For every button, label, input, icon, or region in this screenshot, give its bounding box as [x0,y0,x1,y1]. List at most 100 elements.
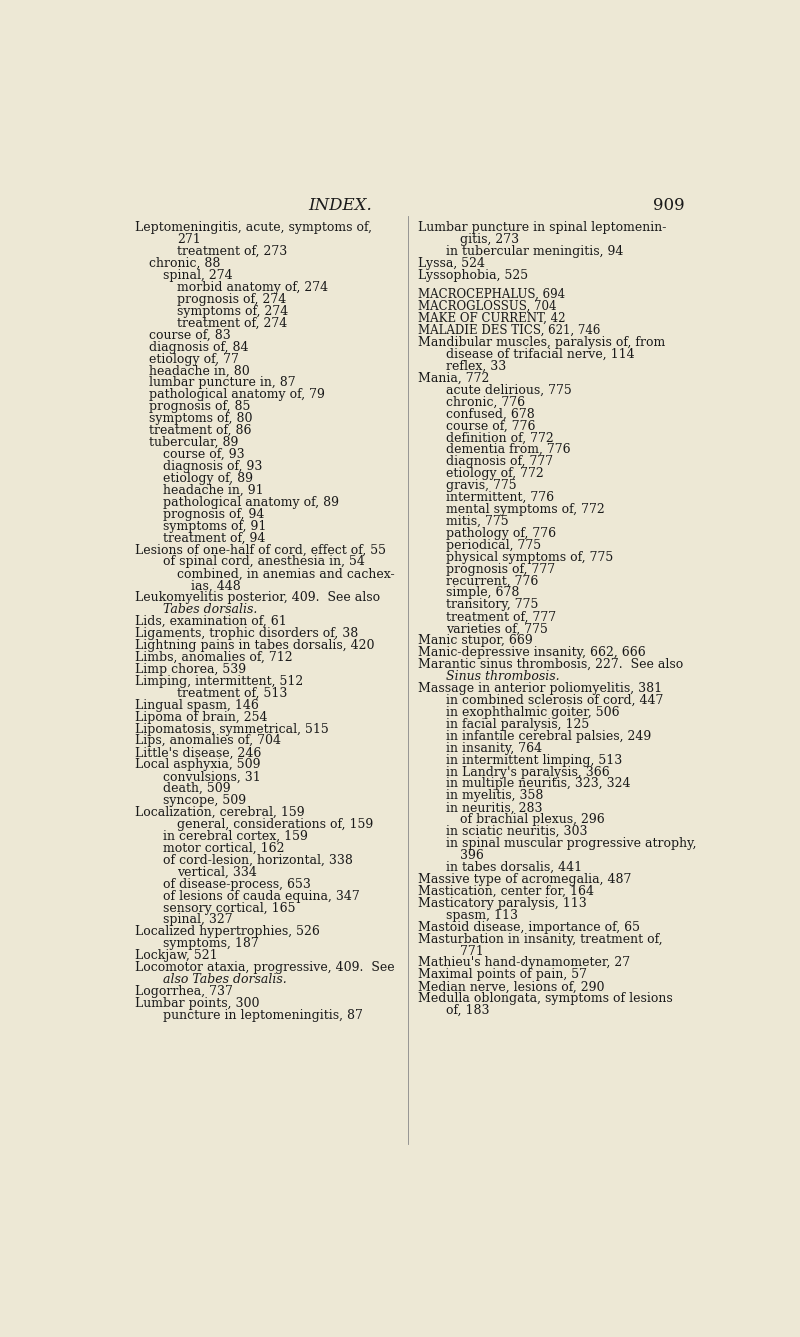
Text: treatment of, 273: treatment of, 273 [177,245,287,258]
Text: 909: 909 [654,197,685,214]
Text: Localization, cerebral, 159: Localization, cerebral, 159 [135,806,305,820]
Text: gitis, 273: gitis, 273 [459,233,518,246]
Text: syncope, 509: syncope, 509 [162,794,246,808]
Text: Logorrhea, 737: Logorrhea, 737 [135,985,233,999]
Text: definition of, 772: definition of, 772 [446,432,554,444]
Text: Ligaments, trophic disorders of, 38: Ligaments, trophic disorders of, 38 [135,627,358,640]
Text: Lockjaw, 521: Lockjaw, 521 [135,949,218,963]
Text: Mathieu's hand-dynamometer, 27: Mathieu's hand-dynamometer, 27 [418,956,630,969]
Text: Leukomyelitis posterior, 409.  See also: Leukomyelitis posterior, 409. See also [135,591,380,604]
Text: 771: 771 [459,944,483,957]
Text: convulsions, 31: convulsions, 31 [162,770,261,783]
Text: in infantile cerebral palsies, 249: in infantile cerebral palsies, 249 [446,730,651,742]
Text: physical symptoms of, 775: physical symptoms of, 775 [446,551,613,564]
Text: chronic, 88: chronic, 88 [149,257,220,270]
Text: Leptomeningitis, acute, symptoms of,: Leptomeningitis, acute, symptoms of, [135,221,372,234]
Text: headache in, 91: headache in, 91 [162,484,263,497]
Text: in combined sclerosis of cord, 447: in combined sclerosis of cord, 447 [446,694,663,707]
Text: Marantic sinus thrombosis, 227.  See also: Marantic sinus thrombosis, 227. See also [418,658,683,671]
Text: in neuritis, 283: in neuritis, 283 [446,801,542,814]
Text: tubercular, 89: tubercular, 89 [149,436,238,449]
Text: in myelitis, 358: in myelitis, 358 [446,789,543,802]
Text: etiology of, 772: etiology of, 772 [446,467,543,480]
Text: simple, 678: simple, 678 [446,587,519,599]
Text: mental symptoms of, 772: mental symptoms of, 772 [446,503,605,516]
Text: intermittent, 776: intermittent, 776 [446,491,554,504]
Text: Lids, examination of, 61: Lids, examination of, 61 [135,615,286,628]
Text: in Landry's paralysis, 366: in Landry's paralysis, 366 [446,766,610,778]
Text: of spinal cord, anesthesia in, 54: of spinal cord, anesthesia in, 54 [162,555,365,568]
Text: Limping, intermittent, 512: Limping, intermittent, 512 [135,675,303,687]
Text: course of, 93: course of, 93 [162,448,245,461]
Text: combined, in anemias and cachex-: combined, in anemias and cachex- [177,567,394,580]
Text: Mastoid disease, importance of, 65: Mastoid disease, importance of, 65 [418,921,640,933]
Text: 271: 271 [177,233,201,246]
Text: in multiple neuritis, 323, 324: in multiple neuritis, 323, 324 [446,777,630,790]
Text: Limbs, anomalies of, 712: Limbs, anomalies of, 712 [135,651,293,664]
Text: Masturbation in insanity, treatment of,: Masturbation in insanity, treatment of, [418,933,662,945]
Text: course of, 776: course of, 776 [446,420,535,432]
Text: general, considerations of, 159: general, considerations of, 159 [177,818,373,832]
Text: treatment of, 94: treatment of, 94 [162,532,265,544]
Text: Mastication, center for, 164: Mastication, center for, 164 [418,885,594,898]
Text: diagnosis of, 84: diagnosis of, 84 [149,341,248,353]
Text: 396: 396 [459,849,483,862]
Text: prognosis of, 94: prognosis of, 94 [162,508,264,520]
Text: of cord-lesion, horizontal, 338: of cord-lesion, horizontal, 338 [162,854,353,866]
Text: symptoms of, 80: symptoms of, 80 [149,412,252,425]
Text: death, 509: death, 509 [162,782,230,796]
Text: treatment of, 513: treatment of, 513 [177,687,287,699]
Text: spasm, 113: spasm, 113 [446,909,518,921]
Text: recurrent, 776: recurrent, 776 [446,575,538,587]
Text: varieties of, 775: varieties of, 775 [446,622,547,635]
Text: confused, 678: confused, 678 [446,408,534,420]
Text: pathological anatomy of, 89: pathological anatomy of, 89 [162,496,338,509]
Text: of lesions of cauda equina, 347: of lesions of cauda equina, 347 [162,889,359,902]
Text: in exophthalmic goiter, 506: in exophthalmic goiter, 506 [446,706,619,719]
Text: treatment of, 274: treatment of, 274 [177,317,287,330]
Text: MAKE OF CURRENT, 42: MAKE OF CURRENT, 42 [418,312,566,325]
Text: Lumbar puncture in spinal leptomenin-: Lumbar puncture in spinal leptomenin- [418,221,666,234]
Text: also Tabes dorsalis.: also Tabes dorsalis. [162,973,286,987]
Text: Sinus thrombosis.: Sinus thrombosis. [446,670,559,683]
Text: of brachial plexus, 296: of brachial plexus, 296 [459,813,604,826]
Text: mitis, 775: mitis, 775 [446,515,508,528]
Text: of disease-process, 653: of disease-process, 653 [162,877,310,890]
Text: Lips, anomalies of, 704: Lips, anomalies of, 704 [135,734,281,747]
Text: vertical, 334: vertical, 334 [177,866,257,878]
Text: in sciatic neuritis, 303: in sciatic neuritis, 303 [446,825,587,838]
Text: Mania, 772: Mania, 772 [418,372,489,385]
Text: Lipomatosis, symmetrical, 515: Lipomatosis, symmetrical, 515 [135,722,329,735]
Text: Local asphyxia, 509: Local asphyxia, 509 [135,758,260,771]
Text: sensory cortical, 165: sensory cortical, 165 [162,901,295,915]
Text: prognosis of, 85: prognosis of, 85 [149,400,250,413]
Text: Masticatory paralysis, 113: Masticatory paralysis, 113 [418,897,586,909]
Text: in cerebral cortex, 159: in cerebral cortex, 159 [162,830,308,842]
Text: spinal, 274: spinal, 274 [162,269,233,282]
Text: symptoms of, 274: symptoms of, 274 [177,305,288,318]
Text: motor cortical, 162: motor cortical, 162 [162,842,284,854]
Text: symptoms of, 91: symptoms of, 91 [162,520,266,532]
Text: in spinal muscular progressive atrophy,: in spinal muscular progressive atrophy, [446,837,696,850]
Text: treatment of, 86: treatment of, 86 [149,424,251,437]
Text: puncture in leptomeningitis, 87: puncture in leptomeningitis, 87 [162,1009,362,1021]
Text: Manic-depressive insanity, 662, 666: Manic-depressive insanity, 662, 666 [418,646,646,659]
Text: acute delirious, 775: acute delirious, 775 [446,384,571,397]
Text: etiology of, 77: etiology of, 77 [149,353,238,365]
Text: lumbar puncture in, 87: lumbar puncture in, 87 [149,377,295,389]
Text: Tabes dorsalis.: Tabes dorsalis. [162,603,257,616]
Text: in insanity, 764: in insanity, 764 [446,742,542,754]
Text: Maximal points of pain, 57: Maximal points of pain, 57 [418,968,586,981]
Text: Lyssa, 524: Lyssa, 524 [418,257,485,270]
Text: in facial paralysis, 125: in facial paralysis, 125 [446,718,589,731]
Text: pathology of, 776: pathology of, 776 [446,527,556,540]
Text: INDEX.: INDEX. [308,197,372,214]
Text: morbid anatomy of, 274: morbid anatomy of, 274 [177,281,328,294]
Text: in intermittent limping, 513: in intermittent limping, 513 [446,754,622,766]
Text: ias, 448: ias, 448 [190,579,241,592]
Text: in tubercular meningitis, 94: in tubercular meningitis, 94 [446,245,623,258]
Text: Lyssophobia, 525: Lyssophobia, 525 [418,269,528,282]
Text: headache in, 80: headache in, 80 [149,365,250,377]
Text: prognosis of, 777: prognosis of, 777 [446,563,554,576]
Text: Lumbar points, 300: Lumbar points, 300 [135,997,259,1009]
